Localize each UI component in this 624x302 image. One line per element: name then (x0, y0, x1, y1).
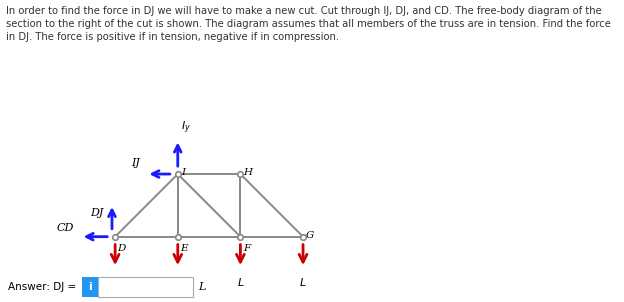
Text: CD: CD (57, 223, 74, 233)
Text: $I_y$: $I_y$ (181, 120, 191, 137)
FancyBboxPatch shape (82, 277, 98, 297)
Text: i: i (88, 282, 92, 292)
Text: $L$: $L$ (236, 275, 244, 288)
FancyBboxPatch shape (98, 277, 193, 297)
Text: G: G (306, 231, 314, 240)
Text: L: L (198, 282, 205, 292)
Text: IJ: IJ (131, 158, 140, 168)
Text: $L$: $L$ (174, 275, 182, 288)
Text: F: F (243, 244, 250, 253)
Text: Answer: DJ =: Answer: DJ = (8, 282, 76, 292)
Text: E: E (180, 244, 188, 253)
Text: $L$: $L$ (111, 275, 119, 288)
Text: In order to find the force in DJ we will have to make a new cut. Cut through IJ,: In order to find the force in DJ we will… (6, 6, 611, 43)
Text: DJ: DJ (90, 208, 104, 218)
Text: $L$: $L$ (300, 275, 307, 288)
Text: I: I (181, 168, 185, 177)
Text: D: D (118, 244, 126, 253)
Text: H: H (243, 168, 253, 177)
